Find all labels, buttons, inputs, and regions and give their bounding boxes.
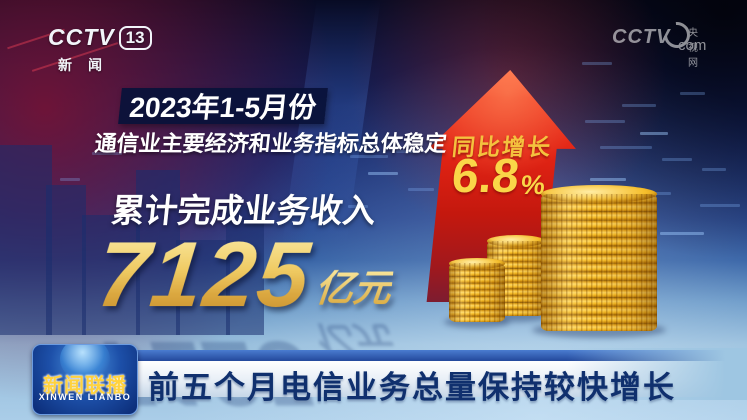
skyline-building	[82, 215, 140, 335]
data-dash	[582, 62, 612, 65]
coin-stack-shade	[449, 263, 505, 322]
skyline-building	[46, 185, 86, 335]
metric-value-row: 7125 亿元	[92, 224, 397, 326]
period-text: 2023年1-5月份	[127, 92, 318, 123]
data-dash	[396, 150, 418, 153]
skyline-building	[136, 170, 180, 335]
headline-bar-fade	[567, 348, 747, 400]
program-name-latin: XINWEN LIANBO	[38, 392, 132, 402]
data-dash	[408, 188, 434, 191]
channel-number-badge: 13	[118, 25, 152, 50]
data-dash	[368, 172, 398, 175]
data-dash	[350, 155, 388, 158]
program-badge: 新闻联播 XINWEN LIANBO	[32, 344, 138, 415]
channel-name-text: 新闻	[58, 57, 118, 73]
growth-value: 6.8	[449, 150, 522, 203]
data-dash	[92, 152, 122, 155]
skyline-building	[226, 205, 264, 335]
watermark-site-text: 央视网	[688, 28, 699, 69]
channel-logo: CCTV 13 新闻	[48, 24, 152, 75]
watermark-brand-text: CCTV	[612, 26, 671, 48]
data-dash	[702, 168, 726, 171]
data-dash	[622, 104, 656, 107]
skyline-building	[0, 145, 52, 335]
coin-stack-tall	[541, 185, 657, 331]
data-dash	[680, 92, 705, 95]
data-dash	[600, 146, 652, 149]
data-dash	[700, 204, 740, 207]
data-dash	[348, 205, 368, 208]
cctv-com-watermark: CCTV 央视网 com	[612, 16, 706, 69]
coin-stack-small	[449, 258, 505, 322]
news-headline: 前五个月电信业务总量保持较快增长	[148, 370, 676, 405]
globe-icon	[60, 345, 110, 381]
summary-text: 通信业主要经济和业务指标总体稳定	[93, 131, 449, 156]
channel-brand-text: CCTV	[48, 24, 115, 50]
metric-unit: 亿元	[312, 268, 394, 310]
data-dash	[645, 192, 671, 195]
program-name: 新闻联播	[43, 375, 127, 397]
data-dash	[660, 232, 704, 235]
skyline-building	[176, 240, 230, 335]
data-dash	[60, 178, 80, 181]
data-dash	[640, 132, 668, 135]
data-dash	[585, 120, 625, 123]
period-box: 2023年1-5月份	[118, 88, 328, 124]
data-dash	[662, 158, 692, 161]
coin-stack-shade	[541, 194, 657, 331]
watermark-domain-text: com	[678, 37, 707, 54]
metric-value: 7125	[92, 224, 317, 326]
data-dash	[590, 178, 626, 181]
